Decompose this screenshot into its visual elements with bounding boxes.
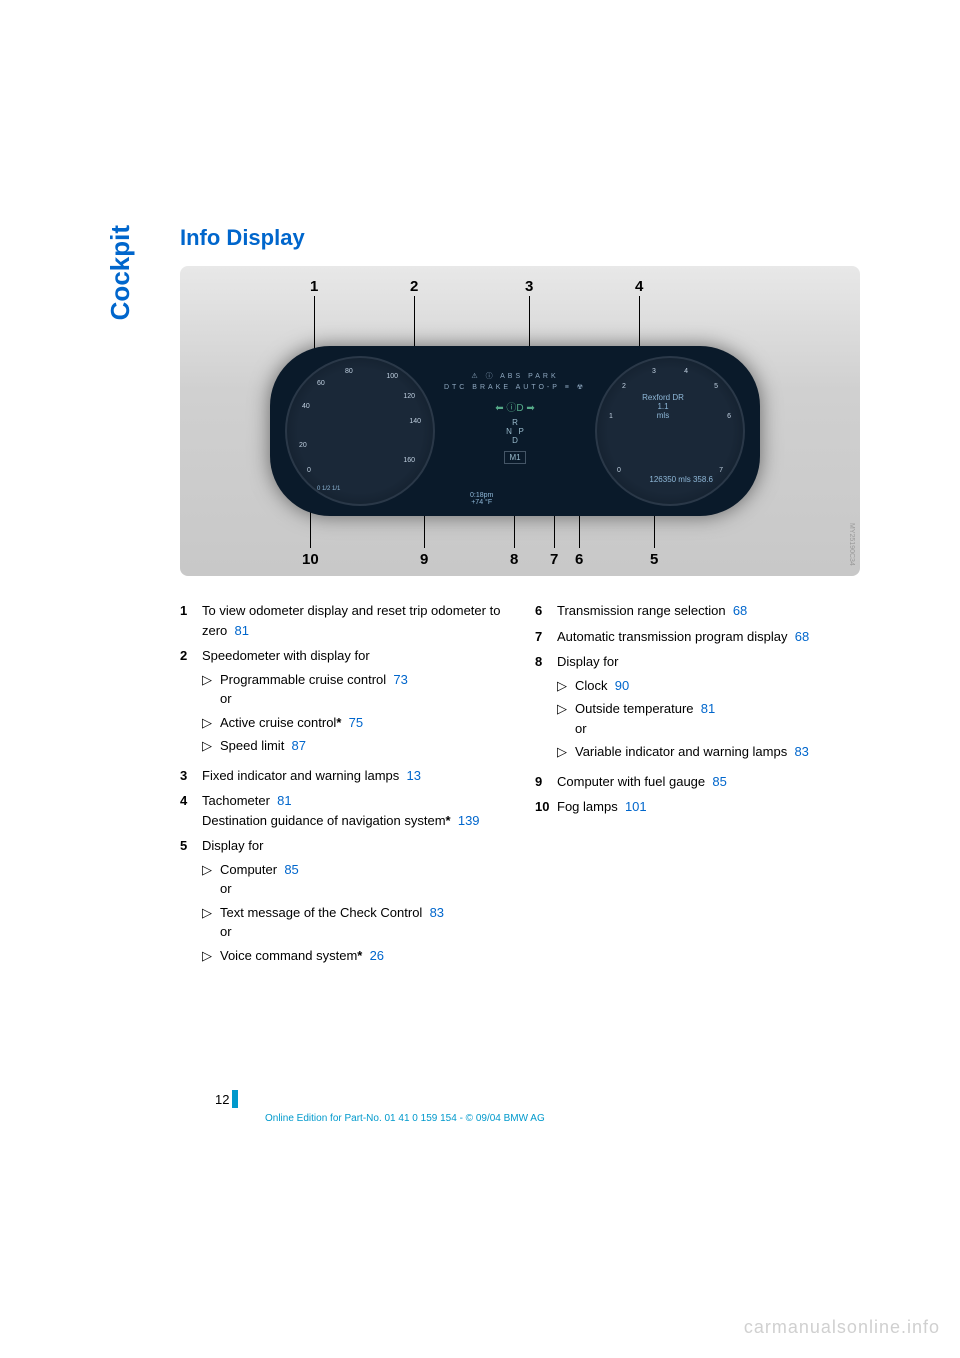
triangle-bullet-icon: ▷	[202, 670, 220, 709]
left-column: 1 To view odometer display and reset tri…	[180, 601, 505, 975]
star-icon: *	[357, 948, 362, 963]
callout-7: 7	[550, 551, 558, 568]
odometer-display: 126350 mls 358.6	[649, 475, 713, 484]
page-ref[interactable]: 81	[277, 793, 291, 808]
page-ref[interactable]: 83	[430, 905, 444, 920]
tachometer-gauge: 0 1 2 3 4 5 6 7 Rexford DR 1.1 mls 12635…	[595, 356, 745, 506]
page-ref[interactable]: 81	[235, 623, 249, 638]
callout-3: 3	[525, 278, 533, 295]
page-ref[interactable]: 68	[733, 603, 747, 618]
page-number-bar	[232, 1090, 238, 1108]
time-temp-display: 0:18pm +74 °F	[470, 492, 493, 506]
legend-item-1: 1 To view odometer display and reset tri…	[180, 601, 505, 640]
page-ref[interactable]: 68	[795, 629, 809, 644]
page-ref[interactable]: 26	[370, 948, 384, 963]
legend-item-2: 2 Speedometer with display for ▷Programm…	[180, 646, 505, 760]
triangle-bullet-icon: ▷	[557, 742, 575, 762]
legend-item-5: 5 Display for ▷Computer 85or ▷Text messa…	[180, 836, 505, 969]
triangle-bullet-icon: ▷	[202, 736, 220, 756]
fuel-gauge: 0 1/2 1/1	[317, 486, 340, 492]
triangle-bullet-icon: ▷	[202, 713, 220, 733]
footer-text: Online Edition for Part-No. 01 41 0 159 …	[265, 1113, 545, 1124]
legend-item-3: 3 Fixed indicator and warning lamps 13	[180, 766, 505, 786]
callout-5: 5	[650, 551, 658, 568]
center-indicators: ⚠ ⓘ ABS PARK DTC BRAKE AUTO-P ≡ ☢ ⬅ ⓘD ➡…	[440, 366, 590, 496]
legend-item-10: 10 Fog lamps 101	[535, 797, 860, 817]
page-ref[interactable]: 75	[349, 715, 363, 730]
callout-10: 10	[302, 551, 319, 568]
legend-item-8: 8 Display for ▷Clock 90 ▷Outside tempera…	[535, 652, 860, 766]
legend-item-7: 7 Automatic transmission program display…	[535, 627, 860, 647]
page-ref[interactable]: 81	[701, 701, 715, 716]
legend-item-6: 6 Transmission range selection 68	[535, 601, 860, 621]
page-title: Info Display	[180, 225, 860, 251]
page-number: 12	[215, 1092, 229, 1107]
page-ref[interactable]: 85	[712, 774, 726, 789]
watermark: carmanualsonline.info	[744, 1317, 940, 1338]
legend-columns: 1 To view odometer display and reset tri…	[180, 601, 860, 975]
page-ref[interactable]: 73	[393, 672, 407, 687]
triangle-bullet-icon: ▷	[557, 676, 575, 696]
nav-display: Rexford DR 1.1 mls	[613, 393, 713, 420]
legend-item-4: 4 Tachometer 81 Destination guidance of …	[180, 791, 505, 830]
triangle-bullet-icon: ▷	[557, 699, 575, 738]
page-content: Info Display 1 2 3 4 10 9 8 7 6 5 0 20 4…	[110, 225, 860, 975]
page-ref[interactable]: 83	[794, 744, 808, 759]
callout-6: 6	[575, 551, 583, 568]
triangle-bullet-icon: ▷	[202, 903, 220, 942]
page-ref[interactable]: 85	[284, 862, 298, 877]
triangle-bullet-icon: ▷	[202, 860, 220, 899]
star-icon: *	[336, 715, 341, 730]
instrument-cluster: 0 20 40 60 80 100 120 140 160 0 1/2 1/1 …	[270, 346, 760, 516]
star-icon: *	[446, 813, 451, 828]
legend-item-9: 9 Computer with fuel gauge 85	[535, 772, 860, 792]
diagram-code: MY25190C34	[848, 523, 855, 566]
callout-4: 4	[635, 278, 643, 295]
page-ref[interactable]: 13	[407, 768, 421, 783]
page-ref[interactable]: 90	[615, 678, 629, 693]
speedometer-gauge: 0 20 40 60 80 100 120 140 160 0 1/2 1/1	[285, 356, 435, 506]
callout-8: 8	[510, 551, 518, 568]
callout-1: 1	[310, 278, 318, 295]
callout-9: 9	[420, 551, 428, 568]
triangle-bullet-icon: ▷	[202, 946, 220, 966]
right-column: 6 Transmission range selection 68 7 Auto…	[535, 601, 860, 975]
info-display-diagram: 1 2 3 4 10 9 8 7 6 5 0 20 40 60 80 10	[180, 266, 860, 576]
page-ref[interactable]: 101	[625, 799, 647, 814]
callout-2: 2	[410, 278, 418, 295]
page-ref[interactable]: 139	[458, 813, 480, 828]
page-ref[interactable]: 87	[292, 738, 306, 753]
